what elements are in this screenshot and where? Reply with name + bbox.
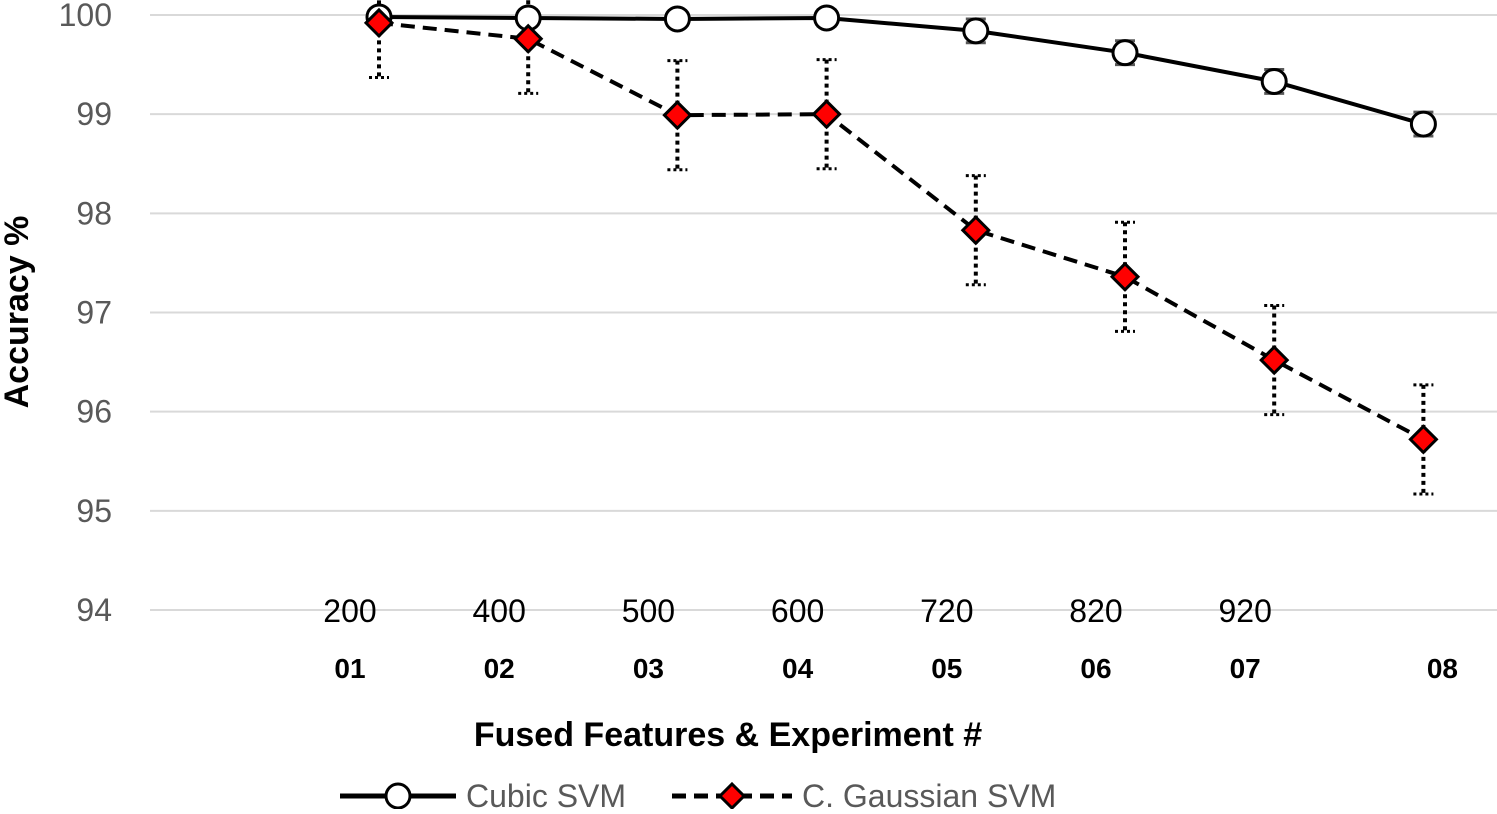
marker-c-gaussian-svm-1 <box>363 7 395 39</box>
marker-c-gaussian-svm-3 <box>662 100 693 131</box>
x-tick-label-920: 920 <box>1219 593 1272 629</box>
series-markers <box>363 3 1439 455</box>
x-tick-label-600: 600 <box>771 593 824 629</box>
legend-item-cubic-svm: Cubic SVM <box>340 778 626 814</box>
error-bar-c-gaussian-svm-6 <box>1115 220 1135 333</box>
experiment-label-07: 07 <box>1230 653 1261 684</box>
marker-c-gaussian-svm-4 <box>811 99 842 130</box>
marker-cubic-svm-6 <box>1111 39 1139 67</box>
marker-c-gaussian-svm-6 <box>1109 261 1141 292</box>
experiment-label-01: 01 <box>334 653 365 684</box>
x-tick-label-720: 720 <box>920 593 973 629</box>
marker-cubic-svm-5 <box>962 17 990 45</box>
y-tick-label-99: 99 <box>76 96 112 132</box>
error-bar-c-gaussian-svm-3 <box>667 59 688 172</box>
y-tick-label-95: 95 <box>76 493 112 529</box>
series-line-c-gaussian-svm <box>378 20 1425 442</box>
x-tick-label-200: 200 <box>323 593 376 629</box>
marker-cubic-svm-4 <box>813 4 841 32</box>
y-tick-label-100: 100 <box>59 0 112 33</box>
error-bar-c-gaussian-svm-7 <box>1264 304 1285 417</box>
y-tick-label-98: 98 <box>76 195 112 231</box>
experiment-label-05: 05 <box>931 653 962 684</box>
x-axis-title: Fused Features & Experiment # <box>474 716 982 754</box>
experiment-label-04: 04 <box>782 653 814 684</box>
legend-label-cubic-svm: Cubic SVM <box>466 778 626 809</box>
marker-cubic-svm-7 <box>1260 67 1288 95</box>
legend-item-c-gaussian-svm: C. Gaussian SVM <box>672 778 1056 814</box>
legend-marker-diamond <box>717 781 747 811</box>
error-bar-c-gaussian-svm-1 <box>369 0 389 79</box>
marker-c-gaussian-svm-8 <box>1408 424 1439 455</box>
error-bar-c-gaussian-svm-2 <box>518 0 539 95</box>
experiment-label-06: 06 <box>1080 653 1111 684</box>
error-bar-c-gaussian-svm-5 <box>965 174 986 287</box>
x-axis-ticks: 200 400 500 600 720 820 920 01 02 03 04 05 06 07 08 <box>323 593 1458 684</box>
y-tick-label-94: 94 <box>76 592 112 628</box>
y-tick-label-97: 97 <box>76 295 112 331</box>
legend-marker-circle <box>384 782 412 810</box>
error-bar-c-gaussian-svm-4 <box>816 58 837 171</box>
marker-c-gaussian-svm-7 <box>1259 344 1290 376</box>
experiment-label-02: 02 <box>484 653 515 684</box>
marker-cubic-svm-3 <box>663 5 691 33</box>
legend: Cubic SVM C. Gaussian SVM <box>340 778 1056 814</box>
series-line-cubic-svm <box>378 14 1424 127</box>
y-axis-title: Accuracy % <box>0 216 36 409</box>
y-tick-label-96: 96 <box>76 394 112 430</box>
error-bar-c-gaussian-svm-8 <box>1413 383 1434 496</box>
experiment-label-03: 03 <box>633 653 664 684</box>
marker-c-gaussian-svm-5 <box>960 215 991 246</box>
x-tick-label-500: 500 <box>622 593 675 629</box>
y-axis-ticks: 94 95 96 97 98 99 100 <box>59 0 112 628</box>
marker-cubic-svm-8 <box>1409 110 1437 138</box>
experiment-label-08: 08 <box>1427 653 1458 684</box>
marker-c-gaussian-svm-2 <box>513 23 544 54</box>
x-tick-label-820: 820 <box>1069 593 1122 629</box>
legend-label-c-gaussian-svm: C. Gaussian SVM <box>802 778 1056 809</box>
x-tick-label-400: 400 <box>473 593 526 629</box>
series-lines <box>378 14 1425 442</box>
